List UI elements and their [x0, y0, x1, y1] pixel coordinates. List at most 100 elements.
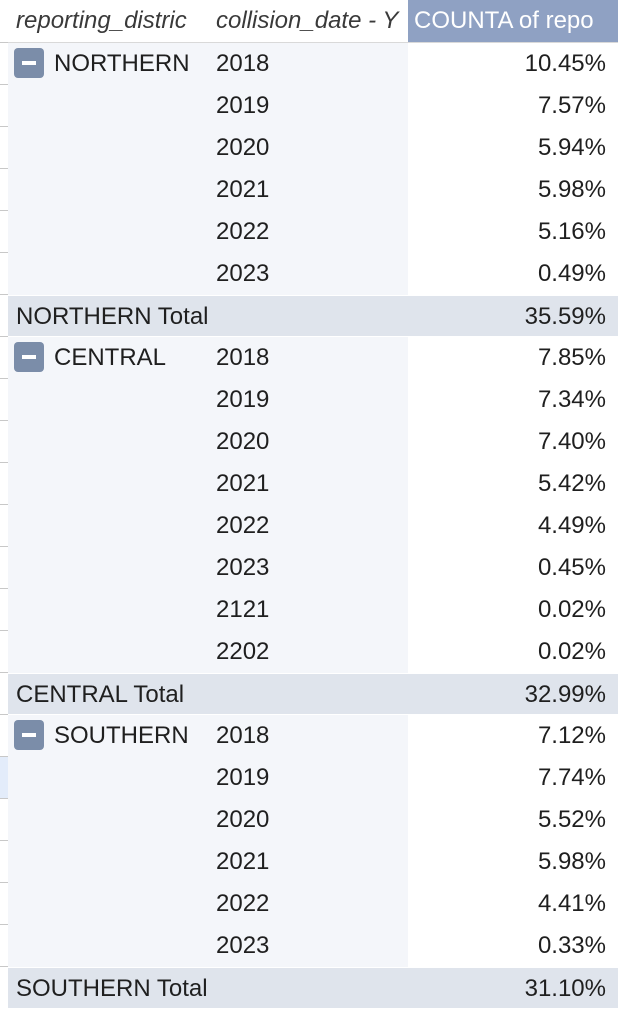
total-value[interactable]: 31.10%: [524, 975, 606, 1002]
collapse-icon[interactable]: [14, 341, 44, 372]
gutter-line: [0, 714, 8, 715]
year-cell[interactable]: 2202: [208, 631, 408, 673]
district-cell[interactable]: NORTHERN: [8, 43, 208, 85]
empty-cell[interactable]: [8, 253, 208, 295]
year-cell[interactable]: 2121: [208, 589, 408, 631]
table-row: 2019 7.34%: [8, 379, 618, 421]
percent-cell[interactable]: 5.94%: [408, 127, 618, 169]
table-row: 2020 7.40%: [8, 421, 618, 463]
empty-cell[interactable]: [8, 757, 208, 799]
percent-cell[interactable]: 4.49%: [408, 505, 618, 547]
table-row: NORTHERN 2018 10.45%: [8, 43, 618, 85]
group-total-row: NORTHERN Total 35.59%: [8, 295, 618, 337]
gutter-line: [0, 588, 8, 589]
year-cell[interactable]: 2018: [208, 715, 408, 757]
year-cell[interactable]: 2022: [208, 505, 408, 547]
district-name: SOUTHERN: [54, 722, 189, 749]
table-row: 2021 5.42%: [8, 463, 618, 505]
percent-cell[interactable]: 7.85%: [408, 337, 618, 379]
percent-cell[interactable]: 0.45%: [408, 547, 618, 589]
empty-cell[interactable]: [8, 169, 208, 211]
pivot-table: reporting_distric collision_date - Y COU…: [8, 0, 618, 1009]
selected-row-marker: [0, 756, 8, 798]
percent-cell[interactable]: 0.49%: [408, 253, 618, 295]
percent-cell[interactable]: 7.12%: [408, 715, 618, 757]
year-cell[interactable]: 2019: [208, 757, 408, 799]
year-cell[interactable]: 2023: [208, 547, 408, 589]
year-cell[interactable]: 2022: [208, 883, 408, 925]
percent-cell[interactable]: 5.16%: [408, 211, 618, 253]
gutter-line: [0, 504, 8, 505]
gutter-line: [0, 966, 8, 967]
year-cell[interactable]: 2019: [208, 379, 408, 421]
percent-cell[interactable]: 7.57%: [408, 85, 618, 127]
table-row: 2022 5.16%: [8, 211, 618, 253]
group-total-row: CENTRAL Total 32.99%: [8, 673, 618, 715]
table-row: 2021 5.98%: [8, 841, 618, 883]
empty-cell[interactable]: [8, 127, 208, 169]
gutter-line: [0, 756, 8, 757]
table-row: 2020 5.52%: [8, 799, 618, 841]
gutter-line: [0, 420, 8, 421]
gutter-line: [0, 84, 8, 85]
total-label[interactable]: NORTHERN Total: [16, 303, 209, 330]
total-label[interactable]: SOUTHERN Total: [16, 975, 208, 1002]
empty-cell[interactable]: [8, 85, 208, 127]
percent-cell[interactable]: 7.74%: [408, 757, 618, 799]
header-counta-value[interactable]: COUNTA of repo: [408, 0, 618, 42]
year-cell[interactable]: 2018: [208, 43, 408, 85]
total-value[interactable]: 32.99%: [524, 681, 606, 708]
percent-cell[interactable]: 0.02%: [408, 631, 618, 673]
collapse-icon[interactable]: [14, 719, 44, 750]
empty-cell[interactable]: [8, 799, 208, 841]
empty-cell[interactable]: [8, 421, 208, 463]
group-total-row: SOUTHERN Total 31.10%: [8, 967, 618, 1009]
district-cell[interactable]: SOUTHERN: [8, 715, 208, 757]
percent-cell[interactable]: 5.52%: [408, 799, 618, 841]
collapse-icon[interactable]: [14, 47, 44, 78]
empty-cell[interactable]: [8, 379, 208, 421]
table-row: CENTRAL 2018 7.85%: [8, 337, 618, 379]
percent-cell[interactable]: 5.42%: [408, 463, 618, 505]
year-cell[interactable]: 2019: [208, 85, 408, 127]
year-cell[interactable]: 2021: [208, 841, 408, 883]
total-value[interactable]: 35.59%: [524, 303, 606, 330]
empty-cell[interactable]: [8, 211, 208, 253]
header-reporting-district[interactable]: reporting_distric: [16, 7, 187, 34]
gutter-line: [0, 252, 8, 253]
percent-cell[interactable]: 10.45%: [408, 43, 618, 85]
percent-cell[interactable]: 0.02%: [408, 589, 618, 631]
year-cell[interactable]: 2023: [208, 925, 408, 967]
year-cell[interactable]: 2022: [208, 211, 408, 253]
empty-cell[interactable]: [8, 631, 208, 673]
header-collision-date[interactable]: collision_date - Y: [216, 7, 399, 34]
gutter-line: [0, 42, 8, 43]
empty-cell[interactable]: [8, 505, 208, 547]
table-row: 2202 0.02%: [8, 631, 618, 673]
empty-cell[interactable]: [8, 841, 208, 883]
gutter-line: [0, 924, 8, 925]
empty-cell[interactable]: [8, 925, 208, 967]
year-cell[interactable]: 2023: [208, 253, 408, 295]
year-cell[interactable]: 2020: [208, 127, 408, 169]
percent-cell[interactable]: 5.98%: [408, 169, 618, 211]
table-row: 2021 5.98%: [8, 169, 618, 211]
year-cell[interactable]: 2021: [208, 169, 408, 211]
table-row: 2020 5.94%: [8, 127, 618, 169]
total-label[interactable]: CENTRAL Total: [16, 681, 185, 708]
percent-cell[interactable]: 7.34%: [408, 379, 618, 421]
percent-cell[interactable]: 7.40%: [408, 421, 618, 463]
empty-cell[interactable]: [8, 883, 208, 925]
empty-cell[interactable]: [8, 589, 208, 631]
table-row: 2019 7.57%: [8, 85, 618, 127]
year-cell[interactable]: 2020: [208, 421, 408, 463]
year-cell[interactable]: 2020: [208, 799, 408, 841]
percent-cell[interactable]: 0.33%: [408, 925, 618, 967]
year-cell[interactable]: 2021: [208, 463, 408, 505]
percent-cell[interactable]: 5.98%: [408, 841, 618, 883]
empty-cell[interactable]: [8, 547, 208, 589]
district-cell[interactable]: CENTRAL: [8, 337, 208, 379]
empty-cell[interactable]: [8, 463, 208, 505]
percent-cell[interactable]: 4.41%: [408, 883, 618, 925]
year-cell[interactable]: 2018: [208, 337, 408, 379]
